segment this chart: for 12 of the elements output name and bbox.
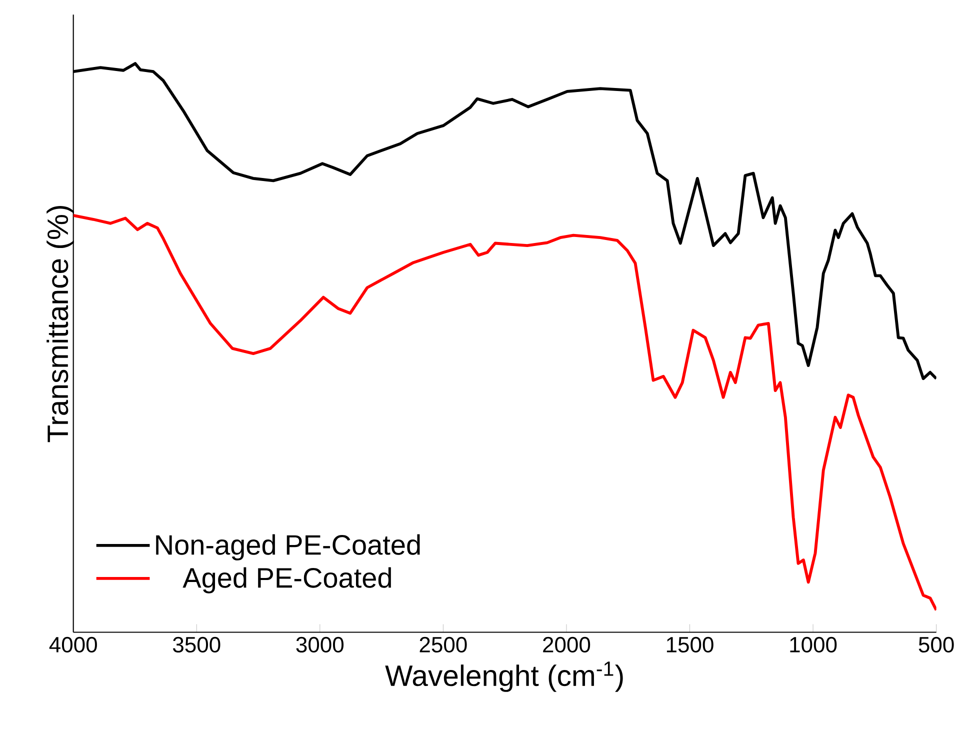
x-tick-label: 1500 xyxy=(666,637,714,653)
x-tick-label: 4000 xyxy=(49,637,97,653)
x-axis-title: Wavelenght (cm$^{-1}$) xyxy=(385,662,623,692)
y-axis-title: Transmittance (%) xyxy=(46,206,74,442)
x-tick-label: 1000 xyxy=(790,637,837,653)
x-tick-label: 3500 xyxy=(172,637,220,653)
x-tick-label: 2000 xyxy=(543,637,590,653)
x-tick-label: 500 xyxy=(918,637,954,653)
legend-label: Aged PE-Coated xyxy=(182,567,391,594)
legend-label: Non-aged PE-Coated xyxy=(156,534,420,561)
x-tick-label: 3000 xyxy=(296,637,344,653)
x-tick-label: 2500 xyxy=(420,637,467,653)
